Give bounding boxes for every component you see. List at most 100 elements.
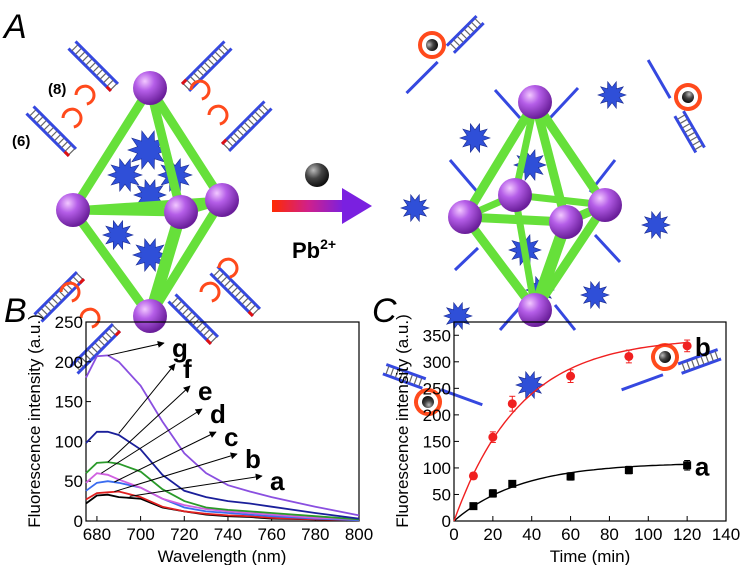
dna-base-pair bbox=[217, 273, 224, 280]
dna-base-pair bbox=[203, 329, 210, 336]
dna-base-pair bbox=[99, 72, 107, 80]
x-tick-label: 760 bbox=[257, 525, 285, 544]
panel-b-letter: B bbox=[4, 292, 27, 330]
pb-dnazyme-complex bbox=[405, 14, 485, 95]
curve-label-c: c bbox=[224, 422, 238, 452]
dna-base-pair bbox=[206, 332, 214, 340]
dna-strand bbox=[74, 40, 120, 85]
dna-base-pair bbox=[171, 297, 179, 305]
dna-origami-rod bbox=[144, 206, 187, 322]
cleavage-site bbox=[205, 338, 212, 346]
dna-base-pair bbox=[33, 113, 40, 120]
dna-stub bbox=[453, 246, 480, 272]
dnazyme-loop bbox=[59, 281, 81, 303]
dna-base-pair bbox=[197, 69, 204, 76]
dna-base-pair bbox=[240, 125, 248, 133]
dna-origami-rod bbox=[68, 83, 155, 215]
curve-label-b: b bbox=[245, 444, 261, 474]
dna-base-pair bbox=[57, 137, 65, 145]
dna-base-pair bbox=[453, 39, 461, 47]
dna-origami-rod bbox=[145, 83, 227, 205]
dna-base-pair bbox=[254, 111, 262, 119]
dna-base-pair bbox=[51, 297, 59, 305]
dna-base-pair bbox=[220, 276, 228, 284]
dna-base-pair bbox=[686, 361, 691, 370]
y-tick-label: 150 bbox=[423, 432, 451, 451]
spectrum-line-g bbox=[85, 354, 360, 517]
y-tick-label: 50 bbox=[432, 485, 451, 504]
dna-base-pair bbox=[76, 273, 83, 280]
cleavage-site bbox=[247, 310, 254, 318]
curve-label-e: e bbox=[198, 376, 212, 406]
dna-base-pair bbox=[709, 353, 714, 361]
dna-strand bbox=[67, 47, 112, 93]
x-tick-label: 720 bbox=[170, 525, 198, 544]
fluorophore-star-icon bbox=[107, 157, 143, 193]
plot-frame bbox=[453, 321, 727, 522]
label-strand-8: (8) bbox=[48, 81, 66, 98]
cleavage-site bbox=[180, 78, 188, 85]
dna-base-pair bbox=[92, 65, 100, 73]
y-tick-label: 0 bbox=[442, 512, 451, 531]
dna-base-pair bbox=[48, 301, 55, 308]
vertex-sphere bbox=[518, 85, 552, 119]
dna-base-pair bbox=[394, 369, 399, 378]
dna-base-pair bbox=[185, 311, 193, 319]
dna-base-pair bbox=[213, 269, 221, 277]
dnazyme-loop bbox=[199, 281, 221, 303]
dna-base-pair bbox=[714, 351, 719, 360]
dna-base-pair bbox=[61, 141, 68, 148]
dna-origami-rod bbox=[530, 200, 610, 315]
dna-strand bbox=[32, 105, 78, 150]
dna-origami-rod bbox=[530, 97, 610, 210]
dna-base-pair bbox=[385, 366, 390, 375]
dna-base-pair bbox=[189, 315, 196, 322]
dna-base-pair bbox=[50, 130, 58, 138]
panel-c-kinetics-chart: C 0 20 40 60 80 100 120 140 0 50 100 150 200 250 300 35… bbox=[372, 292, 740, 565]
dna-base-pair bbox=[199, 325, 207, 333]
released-octahedron-assembly bbox=[382, 14, 722, 416]
dna-base-pair bbox=[474, 18, 482, 25]
label-arrow-c bbox=[114, 431, 217, 483]
dna-stub bbox=[493, 89, 522, 119]
fluorophore-star-icon bbox=[459, 122, 491, 154]
y-axis-label: Fluorescence intensity (a.u.) bbox=[393, 314, 412, 528]
dna-base-pair bbox=[175, 301, 182, 308]
fluorophore-star-icon bbox=[443, 301, 473, 331]
dna-base-pair bbox=[98, 339, 105, 346]
lead-ion-icon bbox=[305, 163, 329, 187]
fluorophore-star-icon bbox=[515, 370, 545, 400]
dna-stub bbox=[448, 159, 482, 196]
lead-ion-icon bbox=[422, 396, 434, 408]
dna-base-pair bbox=[55, 294, 62, 301]
data-point-b bbox=[468, 471, 478, 481]
dna-base-pair bbox=[204, 62, 211, 69]
label-arrow-d bbox=[101, 408, 203, 474]
dna-strand bbox=[646, 59, 672, 99]
dna-base-pair bbox=[36, 116, 44, 124]
dna-base-pair bbox=[89, 62, 96, 69]
dna-base-pair bbox=[679, 118, 688, 124]
cleavage-site bbox=[220, 138, 228, 145]
label-arrow-a bbox=[129, 473, 263, 497]
cleavage-site bbox=[63, 150, 70, 158]
dna-base-pair bbox=[200, 65, 208, 73]
data-point-b bbox=[624, 351, 634, 361]
pb-dnazyme-complex bbox=[646, 59, 706, 154]
dna-base-pair bbox=[677, 114, 685, 120]
dna-origami-rod bbox=[511, 191, 539, 314]
dna-base-pair bbox=[460, 32, 468, 40]
dna-base-pair bbox=[40, 120, 47, 127]
fluorophore-star-icon bbox=[400, 193, 430, 223]
data-point-a bbox=[624, 466, 633, 475]
y-tick-label: 100 bbox=[55, 432, 83, 451]
dna-strand bbox=[681, 357, 722, 375]
vertex-sphere bbox=[164, 195, 198, 229]
x-tick-label: 80 bbox=[600, 525, 619, 544]
vertex-sphere bbox=[448, 200, 482, 234]
x-tick-label: 140 bbox=[712, 525, 740, 544]
cleavage-site bbox=[114, 330, 122, 337]
dna-base-pair bbox=[103, 76, 110, 83]
dna-duplex bbox=[382, 363, 427, 390]
dnazyme-loop bbox=[217, 257, 239, 279]
